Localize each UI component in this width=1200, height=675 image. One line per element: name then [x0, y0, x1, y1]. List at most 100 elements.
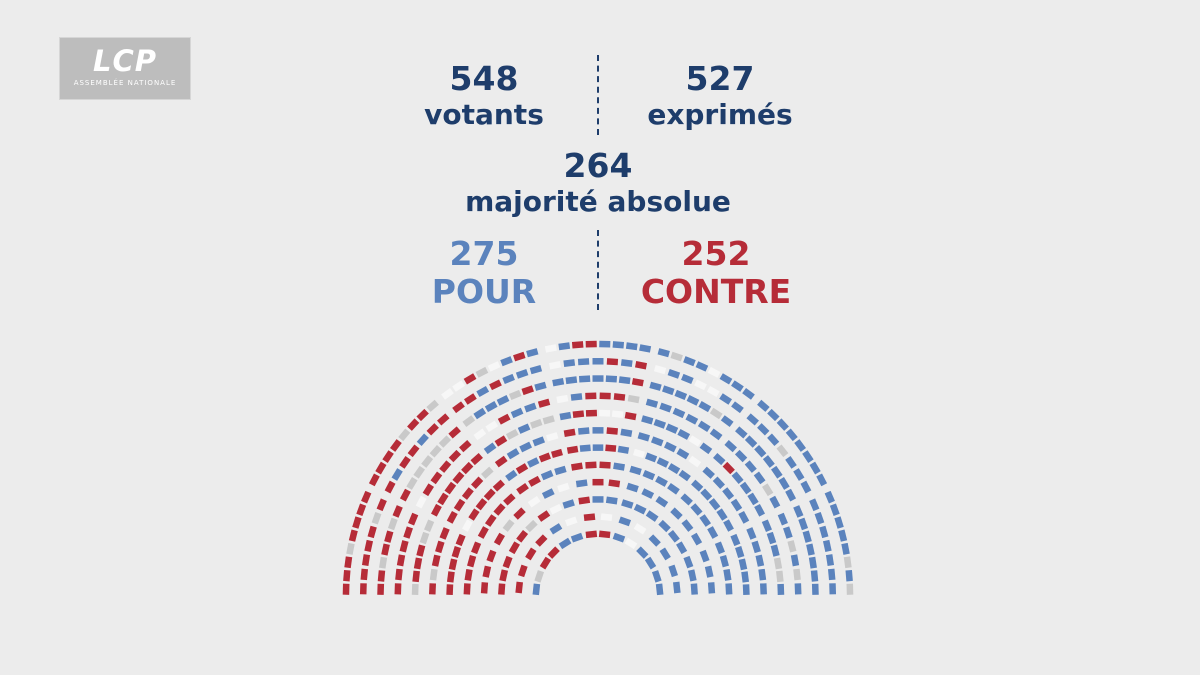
- seat: [655, 475, 668, 487]
- seat: [396, 554, 406, 567]
- seat: [811, 583, 819, 595]
- seat: [452, 471, 465, 485]
- seat: [707, 582, 716, 594]
- seat: [644, 556, 657, 570]
- seat: [493, 503, 506, 516]
- seat: [605, 444, 617, 452]
- seat: [361, 554, 371, 567]
- seat: [532, 583, 541, 596]
- seat: [704, 565, 714, 578]
- seat: [521, 385, 534, 396]
- seat: [845, 569, 853, 582]
- seat: [475, 498, 488, 511]
- seat: [431, 554, 441, 567]
- seat: [827, 568, 836, 581]
- seat: [508, 389, 522, 401]
- seat: [691, 532, 703, 546]
- seat: [712, 476, 726, 489]
- seat: [653, 365, 667, 375]
- seat: [758, 568, 767, 581]
- seat: [747, 492, 759, 506]
- seat: [470, 476, 484, 489]
- seat: [413, 465, 426, 479]
- seat: [757, 399, 770, 412]
- seat: [485, 420, 499, 433]
- seat: [707, 366, 721, 378]
- seat: [429, 444, 442, 458]
- seat: [515, 463, 529, 475]
- seat: [411, 583, 419, 596]
- seat: [667, 369, 681, 379]
- seat: [599, 461, 611, 469]
- seat: [360, 568, 369, 581]
- seat: [429, 583, 437, 595]
- logo-main-text: LCP: [92, 44, 158, 78]
- seat: [516, 482, 529, 495]
- seat: [506, 448, 520, 460]
- seat: [655, 495, 669, 508]
- seat: [415, 495, 427, 509]
- seat: [650, 436, 664, 447]
- seat: [730, 533, 741, 547]
- seat: [375, 461, 387, 475]
- seat: [651, 570, 662, 583]
- seat: [430, 503, 442, 517]
- seat: [662, 385, 675, 396]
- seat: [645, 510, 659, 522]
- seat: [592, 496, 604, 503]
- seat: [528, 475, 541, 487]
- seat: [517, 423, 531, 434]
- seat: [810, 570, 819, 582]
- seat: [624, 537, 638, 550]
- seat: [535, 534, 548, 547]
- seat: [480, 582, 489, 594]
- seat: [537, 398, 551, 408]
- seat: [557, 482, 570, 493]
- seat: [379, 556, 388, 569]
- seat: [725, 583, 733, 595]
- seat: [829, 503, 840, 517]
- seat: [346, 542, 355, 555]
- seat: [676, 448, 690, 460]
- seat: [570, 393, 583, 401]
- seat: [524, 402, 537, 413]
- seat: [709, 428, 723, 441]
- seat: [592, 444, 604, 451]
- seat: [585, 461, 597, 469]
- seat: [800, 480, 812, 494]
- seat: [376, 498, 387, 512]
- seat: [754, 444, 767, 458]
- seat: [492, 479, 505, 492]
- seat: [824, 490, 835, 504]
- seat: [742, 584, 750, 596]
- seat: [516, 529, 529, 543]
- seat: [464, 569, 473, 581]
- seat: [683, 555, 694, 569]
- seat: [802, 450, 814, 463]
- seat: [702, 466, 715, 479]
- majorite-stat: 264 majorité absolue: [430, 147, 766, 219]
- seat: [744, 460, 757, 473]
- seat: [822, 539, 832, 552]
- seat: [577, 358, 590, 366]
- exprimes-label: exprimés: [647, 98, 793, 131]
- contre-value: 252: [681, 234, 751, 273]
- seat: [551, 448, 563, 458]
- seat: [446, 584, 454, 596]
- seat: [716, 508, 728, 521]
- seat: [777, 512, 788, 526]
- seat: [437, 413, 450, 426]
- seat: [448, 449, 462, 463]
- seat: [741, 571, 750, 583]
- seat: [735, 426, 748, 439]
- seat: [558, 342, 571, 351]
- seat: [537, 510, 551, 522]
- seat: [585, 340, 597, 348]
- seat: [430, 471, 443, 485]
- seat: [754, 503, 766, 517]
- seat: [645, 398, 659, 408]
- seat: [767, 433, 780, 447]
- seat: [659, 547, 671, 561]
- seat: [585, 409, 598, 417]
